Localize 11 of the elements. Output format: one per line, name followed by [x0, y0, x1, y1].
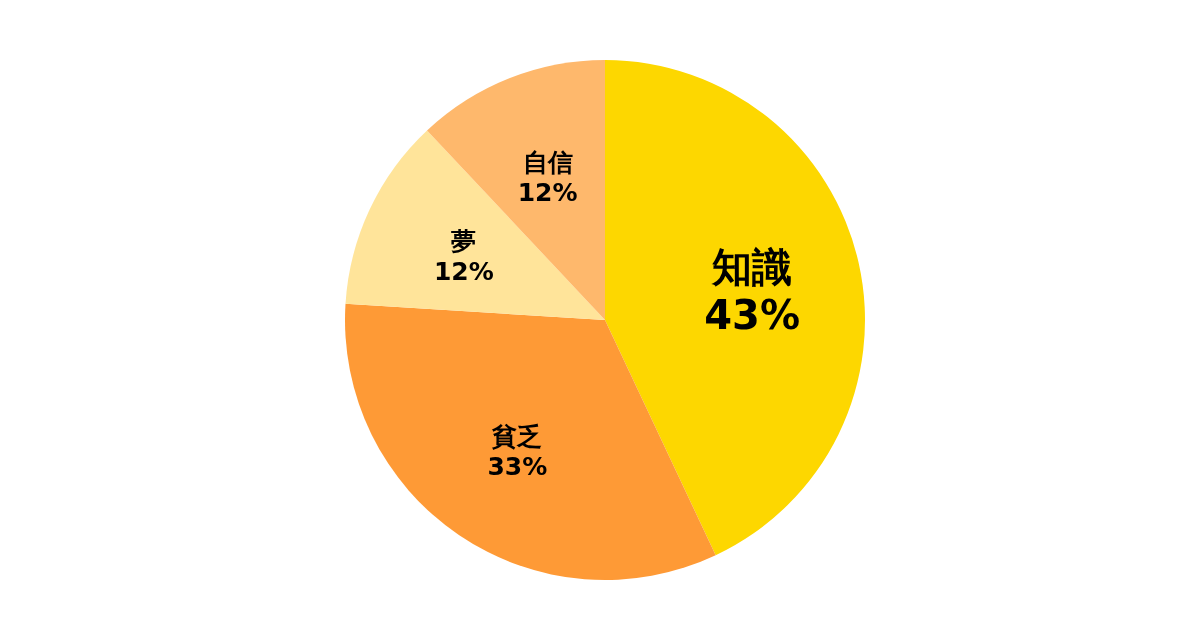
data-label: 12%: [517, 178, 578, 208]
pie-slice: [427, 60, 605, 320]
pie-slice: [345, 130, 605, 320]
slice-label: 貧乏: [491, 422, 543, 452]
slice-label: 夢: [451, 226, 477, 256]
slice-label: 知識: [711, 244, 793, 291]
data-label: 33%: [487, 452, 548, 482]
pie-slice: [605, 60, 865, 556]
data-label: 43%: [704, 292, 801, 339]
data-label: 12%: [433, 256, 494, 286]
slice-label: 自信: [522, 148, 573, 178]
